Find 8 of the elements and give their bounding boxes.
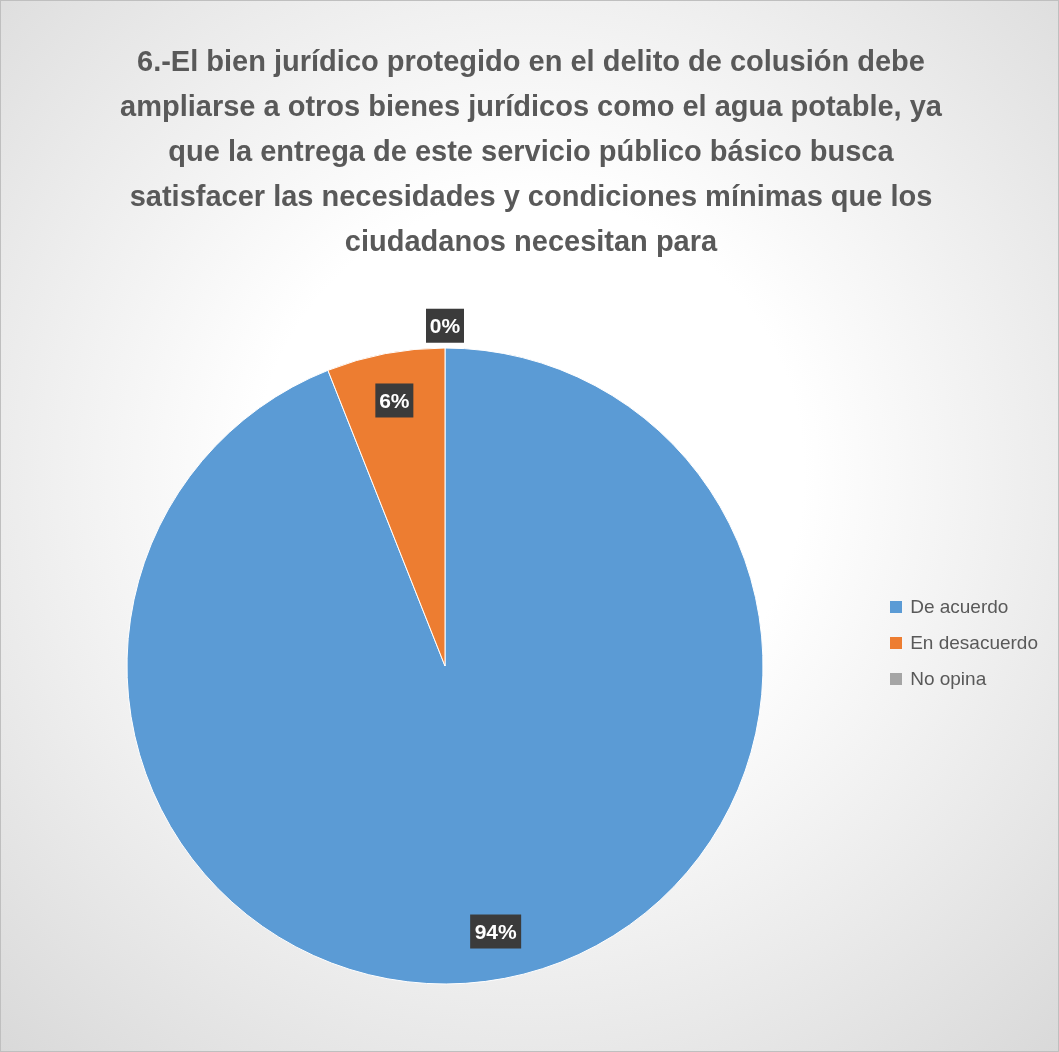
data-label: 6% [379,388,410,412]
legend-label: En desacuerdo [910,632,1038,654]
legend-label: No opina [910,668,987,690]
pie-slice [126,347,764,984]
data-label: 94% [474,920,517,944]
chart-title: 6.-El bien jurídico protegido en el delito de colusión debe ampliarse a otros bienes jurídicos como el agua potable, ya que la entrega de este servicio público básico busca satisfacer las necesidades y condiciones mínimas que los ciudadanos necesitan para [119,44,943,259]
slice-label: De acuerdo [910,596,1009,618]
text: 0% [429,314,461,338]
